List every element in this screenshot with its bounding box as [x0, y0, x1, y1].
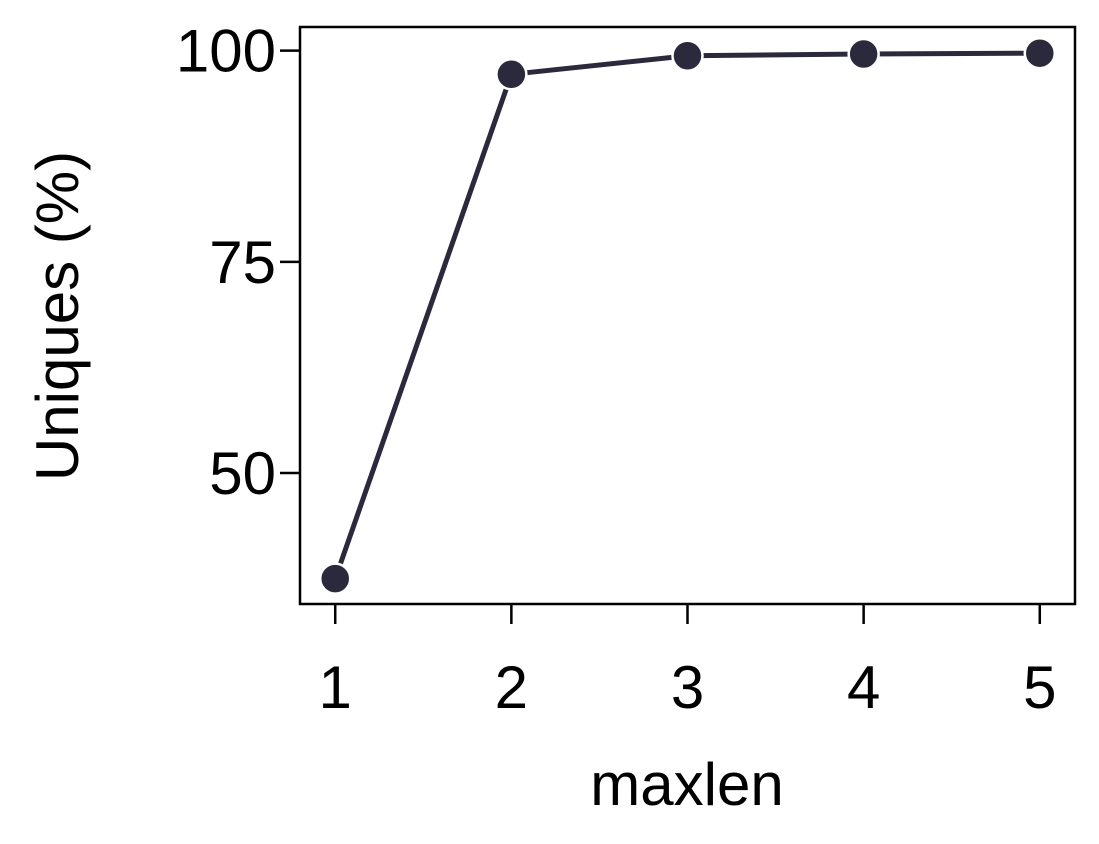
x-tick-label-2: 2: [495, 654, 528, 721]
data-point-5: [1023, 36, 1057, 70]
series-line-0: [332, 50, 1043, 582]
x-tick-label-1: 1: [319, 654, 352, 721]
data-point-2: [495, 58, 528, 91]
x-tick-label-4: 4: [847, 654, 880, 721]
plot-area-frame: [298, 25, 1077, 606]
data-point-1: [318, 562, 352, 595]
data-point-4: [847, 37, 880, 71]
y-tick-label-75: 75: [209, 229, 276, 296]
x-tick-label-5: 5: [1023, 654, 1056, 721]
x-axis-label: maxlen: [590, 751, 783, 818]
y-tick-label-100: 100: [176, 18, 276, 85]
x-axis-ticks: 1 2 3 4 5: [319, 604, 1056, 721]
series-layer: [318, 36, 1057, 595]
y-tick-label-50: 50: [209, 440, 276, 507]
y-axis-ticks: 50 75 100: [176, 18, 300, 507]
x-tick-label-3: 3: [671, 654, 704, 721]
data-point-3: [671, 39, 704, 72]
y-axis-label: Uniques (%): [24, 151, 91, 481]
